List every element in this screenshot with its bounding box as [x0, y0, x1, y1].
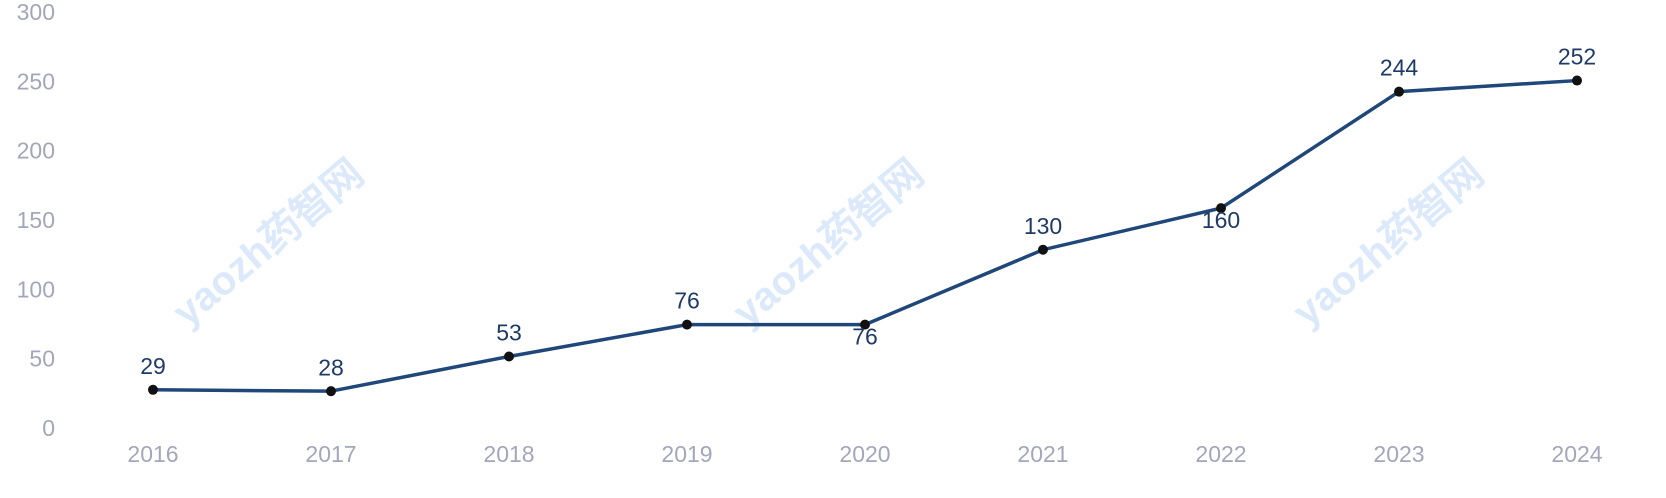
watermark: yaozh药智网: [165, 151, 372, 335]
value-label: 53: [496, 320, 522, 346]
value-label: 130: [1024, 213, 1062, 239]
point: [1394, 86, 1404, 97]
x-tick-label: 2023: [1373, 441, 1424, 467]
y-tick-label: 300: [17, 0, 55, 25]
y-tick-label: 150: [17, 207, 55, 233]
value-label: 160: [1202, 207, 1240, 233]
x-tick-label: 2022: [1195, 441, 1246, 467]
x-tick-label: 2018: [483, 441, 534, 467]
value-label: 29: [140, 353, 166, 379]
point: [682, 319, 692, 330]
watermark: yaozh药智网: [1285, 151, 1492, 335]
x-tick-label: 2024: [1551, 441, 1602, 467]
y-tick-label: 100: [17, 276, 55, 302]
point: [1216, 203, 1226, 214]
value-label: 244: [1380, 55, 1419, 81]
x-tick-label: 2019: [661, 441, 712, 467]
value-label: 252: [1558, 44, 1596, 70]
x-tick-label: 2021: [1017, 441, 1068, 467]
point: [1572, 75, 1582, 86]
point: [326, 386, 336, 397]
watermark: yaozh药智网: [725, 151, 932, 335]
x-tick-label: 2017: [305, 441, 356, 467]
value-label: 76: [674, 288, 700, 314]
watermarks: yaozh药智网 yaozh药智网 yaozh药智网: [165, 151, 1492, 335]
value-label: 28: [318, 354, 344, 380]
x-tick-label: 2020: [839, 441, 890, 467]
y-tick-label: 200: [17, 138, 55, 164]
point: [860, 319, 870, 330]
y-tick-label: 50: [29, 346, 55, 372]
value-label: 76: [852, 324, 878, 350]
point: [1038, 244, 1048, 255]
y-tick-label: 250: [17, 68, 55, 94]
y-tick-label: 0: [42, 415, 55, 441]
point: [504, 351, 514, 362]
x-tick-label: 2016: [127, 441, 178, 467]
point: [148, 384, 158, 395]
